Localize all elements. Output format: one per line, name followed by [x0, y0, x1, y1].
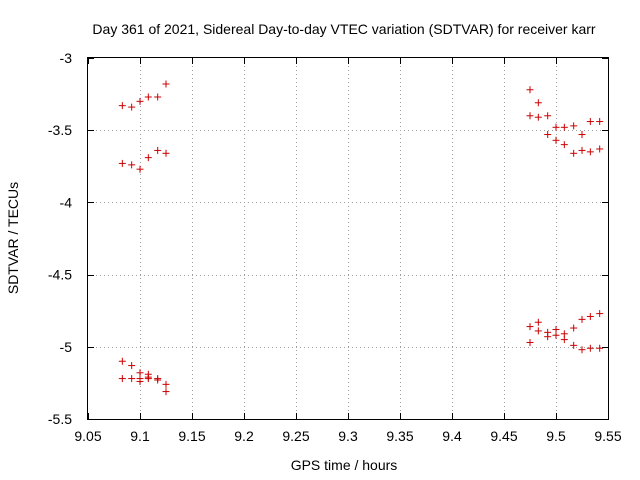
data-point — [570, 149, 578, 157]
data-point — [596, 118, 604, 126]
data-point — [154, 146, 162, 154]
data-point — [154, 376, 162, 384]
y-tick-label: -4.5 — [48, 267, 72, 283]
data-point — [162, 149, 170, 157]
data-point — [570, 341, 578, 349]
data-point — [534, 327, 542, 335]
grid — [88, 58, 608, 419]
x-tick-labels: 9.05 9.1 9.15 9.2 9.25 9.3 9.35 9.4 9.45 9.5 9.55 — [74, 428, 621, 444]
data-point — [526, 112, 534, 120]
x-tick-label: 9.05 — [74, 428, 101, 444]
x-tick-label: 9.4 — [442, 428, 462, 444]
x-tick-label: 9.25 — [282, 428, 309, 444]
data-point — [118, 159, 126, 167]
data-point — [144, 154, 152, 162]
x-axis-label: GPS time / hours — [291, 457, 398, 473]
y-tick-label: -5 — [60, 339, 73, 355]
data-point — [534, 99, 542, 107]
data-point — [128, 375, 136, 383]
data-point — [552, 123, 560, 131]
data-point — [552, 136, 560, 144]
x-tick-label: 9.35 — [386, 428, 413, 444]
data-point — [136, 165, 144, 173]
data-point — [578, 346, 586, 354]
data-point — [578, 315, 586, 323]
x-tick-label: 9.2 — [234, 428, 254, 444]
data-point — [128, 362, 136, 370]
y-tick-label: -3 — [60, 50, 73, 66]
y-axis-label: SDTVAR / TECUs — [5, 182, 21, 294]
data-point — [162, 388, 170, 396]
data-point — [560, 123, 568, 131]
data-point — [586, 344, 594, 352]
x-tick-label: 9.1 — [130, 428, 150, 444]
data-point — [586, 148, 594, 156]
data-point — [586, 118, 594, 126]
x-tick-label: 9.15 — [178, 428, 205, 444]
data-point — [570, 324, 578, 332]
data-point — [162, 380, 170, 388]
data-point — [552, 331, 560, 339]
data-point — [534, 113, 542, 121]
data-point — [596, 344, 604, 352]
data-point — [144, 93, 152, 101]
data-point — [544, 112, 552, 120]
data-point — [560, 336, 568, 344]
data-point — [162, 80, 170, 88]
data-point — [596, 145, 604, 153]
data-point — [136, 377, 144, 385]
data-point — [526, 323, 534, 331]
data-point — [118, 357, 126, 365]
data-point — [560, 141, 568, 149]
x-tick-label: 9.55 — [594, 428, 621, 444]
data-point — [570, 122, 578, 130]
x-tick-label: 9.3 — [338, 428, 358, 444]
y-tick-labels: -3 -3.5 -4 -4.5 -5 -5.5 — [48, 50, 72, 427]
data-points — [118, 80, 604, 396]
data-point — [154, 93, 162, 101]
data-point — [144, 375, 152, 383]
data-point — [118, 102, 126, 110]
data-point — [526, 86, 534, 94]
data-point — [128, 103, 136, 111]
plot-frame — [87, 57, 609, 420]
data-point — [534, 318, 542, 326]
data-point — [596, 310, 604, 318]
data-point — [586, 312, 594, 320]
y-tick-label: -3.5 — [48, 122, 72, 138]
data-point — [118, 375, 126, 383]
data-point — [128, 161, 136, 169]
data-point — [578, 131, 586, 139]
data-point — [578, 146, 586, 154]
x-tick-label: 9.5 — [546, 428, 566, 444]
data-point — [136, 97, 144, 105]
x-tick-label: 9.45 — [490, 428, 517, 444]
axis-ticks — [88, 58, 609, 420]
data-point — [544, 333, 552, 341]
y-tick-label: -4 — [60, 194, 73, 210]
chart-title: Day 361 of 2021, Sidereal Day-to-day VTE… — [92, 21, 595, 37]
data-point — [526, 338, 534, 346]
data-point — [544, 131, 552, 139]
y-tick-label: -5.5 — [48, 411, 72, 427]
